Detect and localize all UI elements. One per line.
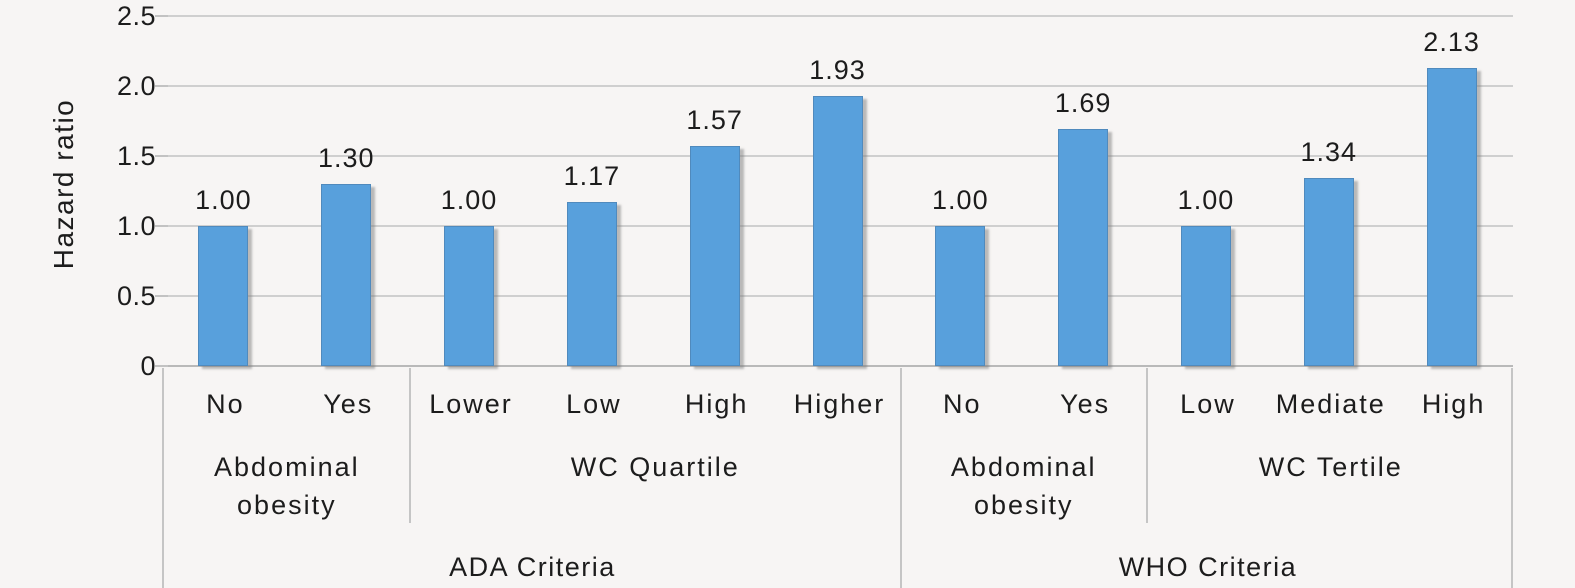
group-label-level2: Abdominal obesity: [950, 452, 1097, 520]
bar-value-label: 1.00: [440, 185, 498, 215]
group-divider-minor: [1145, 368, 1148, 523]
category-label: High: [1421, 389, 1486, 419]
y-axis-title: Hazard ratio: [48, 98, 79, 270]
group-divider-minor: [408, 368, 411, 523]
bar: [689, 146, 740, 366]
bar-value-label: 1.69: [1054, 88, 1112, 118]
gridline: [162, 85, 1513, 87]
bar: [812, 96, 863, 366]
y-axis-tick: [155, 225, 168, 227]
gridline: [162, 15, 1513, 17]
y-tick-label: 2.5: [116, 1, 156, 31]
category-label: Mediate: [1275, 389, 1386, 419]
y-tick-label: 0: [140, 351, 156, 381]
group-label-level3: ADA Criteria: [449, 552, 616, 582]
category-label: No: [943, 389, 982, 419]
category-label: Low: [566, 389, 622, 419]
bar: [935, 226, 986, 366]
y-tick-label: 1.5: [116, 141, 156, 171]
category-label: Higher: [793, 389, 886, 419]
bar: [1426, 68, 1477, 366]
y-axis-tick: [155, 295, 168, 297]
bar-value-label: 1.17: [563, 161, 621, 191]
x-axis-category-area: No Yes Lower Low High Higher No Yes Low Mediate Hi…: [162, 368, 1513, 588]
y-axis-tick: [155, 365, 168, 367]
category-label: Yes: [323, 389, 374, 419]
bar-value-label: 1.30: [317, 143, 375, 173]
bar-value-label: 2.13: [1423, 27, 1480, 57]
bar-value-label: 1.93: [809, 55, 866, 85]
bar: [444, 226, 495, 366]
bar-value-label: 1.00: [195, 185, 252, 215]
bar-value-label: 1.34: [1300, 137, 1358, 167]
bar-value-label: 1.00: [932, 185, 989, 215]
bar: [566, 202, 617, 366]
bar-value-label: 1.57: [686, 105, 743, 135]
bar: [1180, 226, 1231, 366]
category-label: Low: [1180, 389, 1236, 419]
plot-area: 1.00 1.30 1.00 1.17 1.57 1.93 1.00 1.69 1.00 1.34…: [162, 15, 1513, 367]
gridline: [162, 365, 1513, 367]
group-label-level3: WHO Criteria: [1118, 552, 1298, 582]
y-tick-label: 2.0: [116, 71, 156, 101]
y-axis-tick: [155, 155, 168, 157]
bar: [1058, 129, 1109, 366]
group-divider-major: [899, 368, 902, 588]
category-label: Yes: [1060, 389, 1111, 419]
bar: [321, 184, 372, 366]
group-label-level2: Abdominal obesity: [214, 452, 360, 520]
group-label-level2: WC Quartile: [570, 452, 740, 482]
bar: [1303, 178, 1354, 366]
category-label: Lower: [429, 389, 513, 419]
y-axis-tick: [155, 15, 168, 17]
y-tick-label: 0.5: [116, 281, 156, 311]
y-axis-tick: [155, 85, 168, 87]
bar-value-label: 1.00: [1177, 185, 1235, 215]
bar: [198, 226, 249, 366]
group-label-level2: WC Tertile: [1258, 452, 1403, 482]
category-label: No: [206, 389, 245, 419]
category-label: High: [684, 389, 749, 419]
y-tick-label: 1.0: [116, 211, 156, 241]
